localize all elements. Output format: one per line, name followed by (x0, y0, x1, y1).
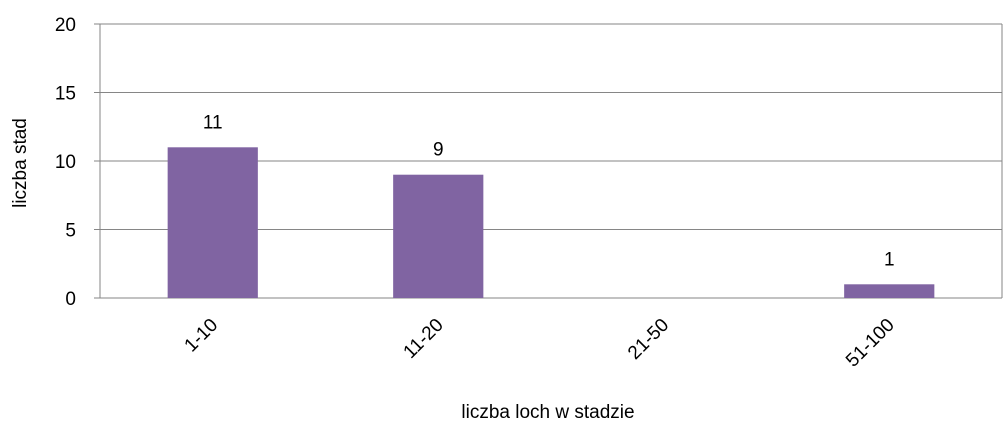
x-tick-label: 21-50 (624, 315, 673, 364)
y-tick-label: 20 (55, 15, 76, 36)
x-axis-title: liczba loch w stadzie (461, 402, 634, 423)
y-tick-label: 5 (65, 221, 76, 242)
x-axis-ticks: 1-10 11-20 21-50 51-100 (181, 315, 899, 372)
x-tick-label: 1-10 (181, 315, 223, 357)
y-tick-label: 15 (55, 84, 76, 105)
y-axis-title: liczba stad (10, 118, 31, 208)
x-tick-label: 51-100 (842, 315, 899, 372)
bar (393, 174, 484, 298)
data-label: 9 (433, 140, 444, 161)
bars (167, 147, 935, 298)
data-label: 1 (884, 249, 895, 270)
bar (844, 284, 935, 298)
y-axis-ticks: 0 5 10 15 20 (55, 15, 76, 310)
x-tick-label: 11-20 (400, 315, 448, 363)
bar (167, 147, 258, 298)
data-label: 11 (203, 112, 223, 133)
data-labels: 11 9 1 (203, 112, 895, 270)
y-tick-label: 10 (55, 152, 76, 173)
y-tick-label: 0 (65, 289, 76, 310)
